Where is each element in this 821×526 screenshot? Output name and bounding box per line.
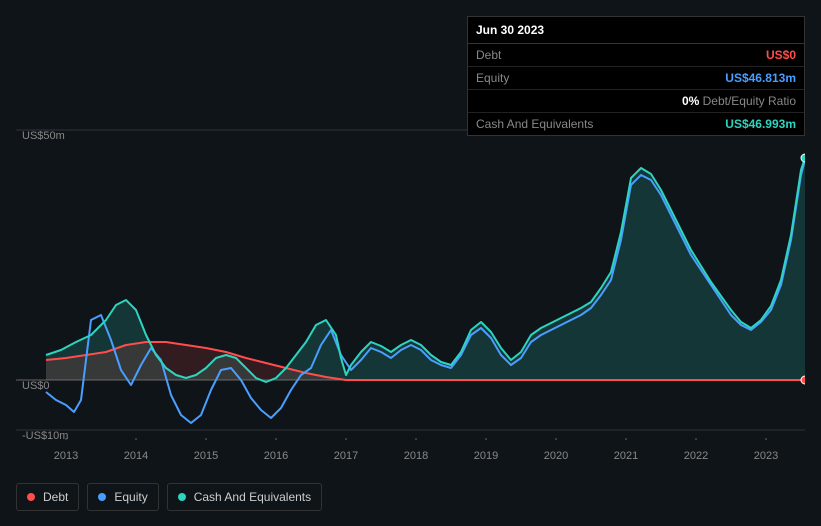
legend-label: Cash And Equivalents [194, 490, 311, 504]
tooltip-row-value: US$46.813m [725, 71, 796, 85]
legend-label: Debt [43, 490, 68, 504]
x-axis-label: 2022 [684, 450, 708, 462]
chart-area [16, 120, 805, 440]
tooltip-row-value: US$46.993m [725, 117, 796, 131]
legend-label: Equity [114, 490, 147, 504]
tooltip-date: Jun 30 2023 [468, 17, 804, 44]
legend: Debt Equity Cash And Equivalents [16, 483, 322, 511]
legend-dot-icon [178, 493, 186, 501]
y-axis-label: -US$10m [22, 430, 68, 442]
legend-item[interactable]: Cash And Equivalents [167, 483, 322, 511]
legend-item[interactable]: Debt [16, 483, 79, 511]
tooltip-row-label [476, 94, 682, 108]
y-axis-label: US$50m [22, 130, 65, 142]
legend-dot-icon [27, 493, 35, 501]
financial-chart-svg [16, 120, 805, 440]
x-axis-label: 2023 [754, 450, 778, 462]
y-axis-label: US$0 [22, 380, 50, 392]
tooltip-row-label: Equity [476, 71, 725, 85]
tooltip-row-label: Cash And Equivalents [476, 117, 725, 131]
legend-item[interactable]: Equity [87, 483, 158, 511]
legend-dot-icon [98, 493, 106, 501]
tooltip-panel: Jun 30 2023 DebtUS$0EquityUS$46.813m0% D… [467, 16, 805, 136]
tooltip-row-value: 0% Debt/Equity Ratio [682, 94, 796, 108]
tooltip-row: 0% Debt/Equity Ratio [468, 90, 804, 113]
x-axis-labels: 2013 2014 2015 2016 2017 2018 2019 2020 2021 2022… [16, 450, 805, 470]
x-axis-label: 2013 [54, 450, 78, 462]
x-axis-label: 2019 [474, 450, 498, 462]
x-axis-label: 2020 [544, 450, 568, 462]
tooltip-row: Cash And EquivalentsUS$46.993m [468, 113, 804, 135]
tooltip-row-value: US$0 [766, 48, 796, 62]
x-axis-label: 2018 [404, 450, 428, 462]
x-axis-label: 2016 [264, 450, 288, 462]
x-axis-label: 2017 [334, 450, 358, 462]
tooltip-row-label: Debt [476, 48, 766, 62]
x-axis-label: 2014 [124, 450, 148, 462]
x-axis-label: 2015 [194, 450, 218, 462]
tooltip-row: EquityUS$46.813m [468, 67, 804, 90]
x-axis-label: 2021 [614, 450, 638, 462]
tooltip-row: DebtUS$0 [468, 44, 804, 67]
